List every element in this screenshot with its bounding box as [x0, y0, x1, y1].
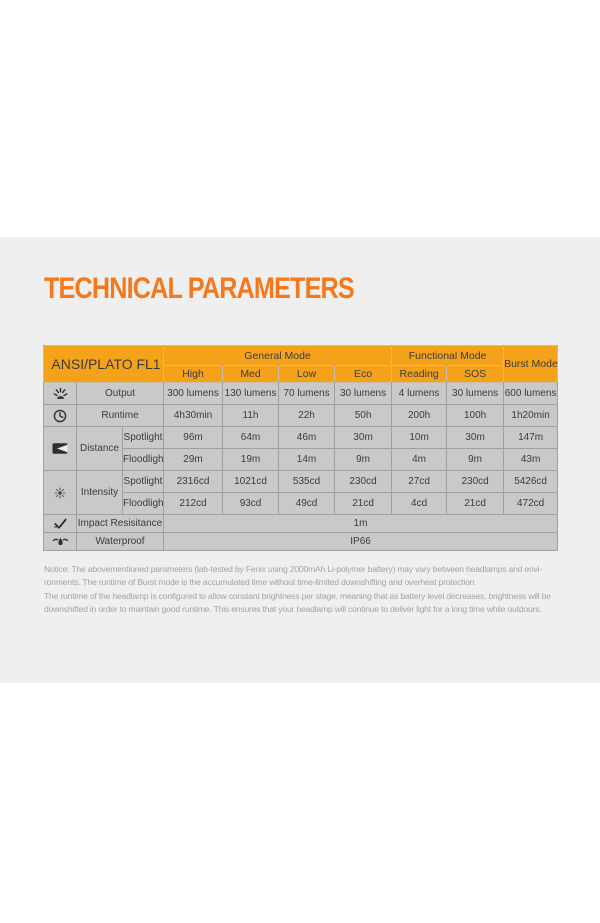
col-low: Low — [278, 365, 336, 383]
row-label-intensity: Intensity — [76, 470, 123, 515]
distance-spot-high: 96m — [163, 426, 224, 449]
distance-flood-reading: 4m — [391, 448, 448, 471]
spec-table: ANSI/PLATO FL1 General Mode Functional M… — [42, 345, 559, 551]
notice-line-3: The runtime of the headlamp is configure… — [44, 590, 551, 601]
col-eco: Eco — [334, 365, 393, 383]
distance-flood-low: 14m — [278, 448, 336, 471]
row-label-distance: Distance — [76, 426, 123, 471]
row-label-runtime: Runtime — [75, 404, 165, 427]
distance-flood-burst: 43m — [503, 448, 559, 471]
intensity-spot-high: 2316cd — [163, 470, 224, 493]
standard-label: ANSI/PLATO FL1 — [42, 345, 165, 383]
runtime-high: 4h30min — [163, 404, 224, 427]
intensity-spot-reading: 27cd — [391, 470, 448, 493]
col-high: High — [163, 365, 224, 383]
distance-spot-burst: 147m — [503, 426, 559, 449]
light-rays-icon — [43, 382, 77, 405]
intensity-spot-sos: 230cd — [446, 470, 505, 493]
distance-spot-reading: 10m — [391, 426, 448, 449]
intensity-spot-low: 535cd — [278, 470, 336, 493]
output-sos: 30 lumens — [446, 382, 505, 405]
waterproof-value: IP66 — [163, 532, 559, 551]
distance-spot-low: 46m — [278, 426, 336, 449]
group-functional-mode: Functional Mode — [391, 345, 505, 366]
impact-check-icon — [43, 514, 77, 533]
row-distance-spotlight: Distance Spotlight 96m 64m 46m 30m 10m 3… — [43, 426, 559, 471]
distance-flood-high: 29m — [163, 448, 224, 471]
row-intensity-floodlight: Floodlight 212cd 93cd 49cd 21cd 4cd 21cd… — [44, 492, 559, 515]
intensity-spotlight-label: Spotlight — [121, 470, 165, 493]
runtime-sos: 100h — [446, 404, 505, 427]
intensity-flood-eco: 21cd — [334, 492, 393, 515]
intensity-flood-reading: 4cd — [391, 492, 448, 515]
row-label-waterproof: Waterproof — [75, 532, 165, 551]
intensity-star-icon — [43, 470, 77, 515]
output-burst: 600 lumens — [503, 382, 559, 405]
col-reading: Reading — [391, 365, 448, 383]
notice-line-1: Notice: The abovementioned parameters (l… — [44, 564, 543, 574]
water-splash-icon — [43, 532, 77, 551]
intensity-flood-burst: 472cd — [503, 492, 559, 515]
notice-line-4: downshifted in order to maintain good ru… — [44, 604, 542, 615]
intensity-flood-sos: 21cd — [446, 492, 505, 515]
notice-text: Notice: The abovementioned parameters (l… — [44, 563, 559, 617]
group-general-mode: General Mode — [163, 345, 393, 366]
intensity-flood-med: 93cd — [222, 492, 280, 515]
row-impact-resistance: Impact Resisitance 1m — [43, 514, 559, 533]
output-eco: 30 lumens — [334, 382, 393, 405]
output-high: 300 lumens — [163, 382, 224, 405]
row-waterproof: Waterproof IP66 — [43, 532, 559, 551]
intensity-flood-low: 49cd — [278, 492, 336, 515]
distance-spot-eco: 30m — [334, 426, 393, 449]
group-burst-mode: Burst Mode — [503, 345, 559, 383]
runtime-med: 11h — [222, 404, 280, 427]
distance-flood-eco: 9m — [334, 448, 393, 471]
row-label-impact: Impact Resisitance — [75, 514, 165, 533]
page-title: TECHNICAL PARAMETERS — [44, 272, 355, 305]
intensity-spot-eco: 230cd — [334, 470, 393, 493]
runtime-low: 22h — [278, 404, 336, 427]
row-distance-floodlight: Floodlight 29m 19m 14m 9m 4m 9m 43m — [44, 448, 559, 471]
clock-icon — [43, 404, 77, 427]
table-header-modes: High Med Low Eco Reading SOS — [44, 365, 558, 383]
row-intensity-spotlight: Intensity Spotlight 2316cd 1021cd 535cd … — [43, 470, 559, 515]
output-reading: 4 lumens — [391, 382, 448, 405]
runtime-reading: 200h — [391, 404, 448, 427]
impact-value: 1m — [163, 514, 559, 533]
output-med: 130 lumens — [222, 382, 280, 405]
distance-flood-sos: 9m — [446, 448, 505, 471]
distance-spot-med: 64m — [222, 426, 280, 449]
table-header-groups: ANSI/PLATO FL1 General Mode Functional M… — [42, 345, 559, 383]
intensity-spot-med: 1021cd — [222, 470, 280, 493]
col-sos: SOS — [446, 365, 505, 383]
beam-distance-icon — [43, 426, 77, 471]
intensity-floodlight-label: Floodlight — [121, 492, 165, 515]
runtime-burst: 1h20min — [503, 404, 559, 427]
distance-flood-med: 19m — [222, 448, 280, 471]
col-med: Med — [222, 365, 280, 383]
distance-spotlight-label: Spotlight — [121, 426, 165, 449]
row-output: Output 300 lumens 130 lumens 70 lumens 3… — [43, 382, 559, 405]
distance-floodlight-label: Floodlight — [121, 448, 165, 471]
distance-spot-sos: 30m — [446, 426, 505, 449]
intensity-flood-high: 212cd — [163, 492, 224, 515]
intensity-spot-burst: 5426cd — [503, 470, 559, 493]
row-label-output: Output — [75, 382, 165, 405]
runtime-eco: 50h — [334, 404, 393, 427]
row-runtime: Runtime 4h30min 11h 22h 50h 200h 100h 1h… — [43, 404, 559, 427]
output-low: 70 lumens — [278, 382, 336, 405]
notice-line-2: ronments. The runtime of Burst mode is t… — [44, 577, 477, 588]
